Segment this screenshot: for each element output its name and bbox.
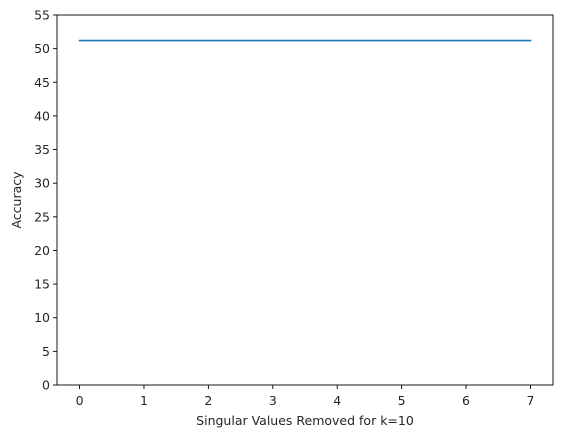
- y-tick-label: 35: [34, 142, 50, 157]
- y-tick-label: 20: [34, 243, 50, 258]
- y-tick-label: 40: [34, 108, 50, 123]
- x-tick-label: 7: [526, 393, 534, 408]
- x-tick-label: 4: [333, 393, 341, 408]
- y-tick-label: 55: [34, 8, 50, 23]
- y-tick-label: 0: [42, 378, 50, 393]
- x-axis-label: Singular Values Removed for k=10: [196, 413, 414, 428]
- y-axis-ticks: 0 5 10 15 20 25 30 35 40 45 50 55: [34, 8, 57, 393]
- x-tick-label: 2: [204, 393, 212, 408]
- y-tick-label: 50: [34, 41, 50, 56]
- x-tick-label: 6: [462, 393, 470, 408]
- y-tick-label: 30: [34, 176, 50, 191]
- x-axis-ticks: 0 1 2 3 4 5 6 7: [76, 385, 534, 408]
- y-tick-label: 15: [34, 277, 50, 292]
- x-tick-label: 0: [76, 393, 84, 408]
- y-tick-label: 25: [34, 209, 50, 224]
- y-axis-label: Accuracy: [9, 171, 24, 229]
- x-tick-label: 1: [140, 393, 148, 408]
- y-tick-label: 45: [34, 75, 50, 90]
- plot-area: [57, 15, 553, 385]
- y-tick-label: 10: [34, 310, 50, 325]
- plot-frame: [56, 14, 554, 386]
- x-tick-label: 3: [269, 393, 277, 408]
- y-tick-label: 5: [42, 344, 50, 359]
- x-tick-label: 5: [398, 393, 406, 408]
